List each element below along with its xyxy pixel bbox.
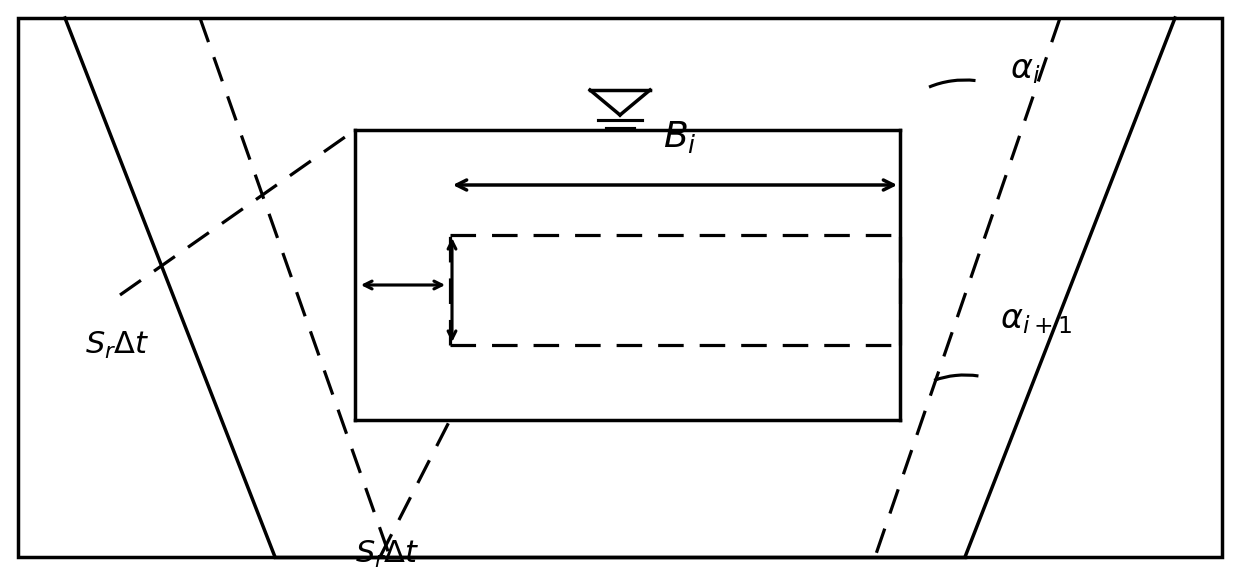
Text: $\alpha_{i+1}$: $\alpha_{i+1}$ [999, 304, 1071, 336]
Text: $\alpha_i$: $\alpha_i$ [1011, 54, 1040, 86]
Text: $B_i$: $B_i$ [663, 119, 697, 155]
Text: $S_r\Delta t$: $S_r\Delta t$ [355, 539, 420, 570]
Text: $S_r\Delta t$: $S_r\Delta t$ [86, 330, 150, 361]
